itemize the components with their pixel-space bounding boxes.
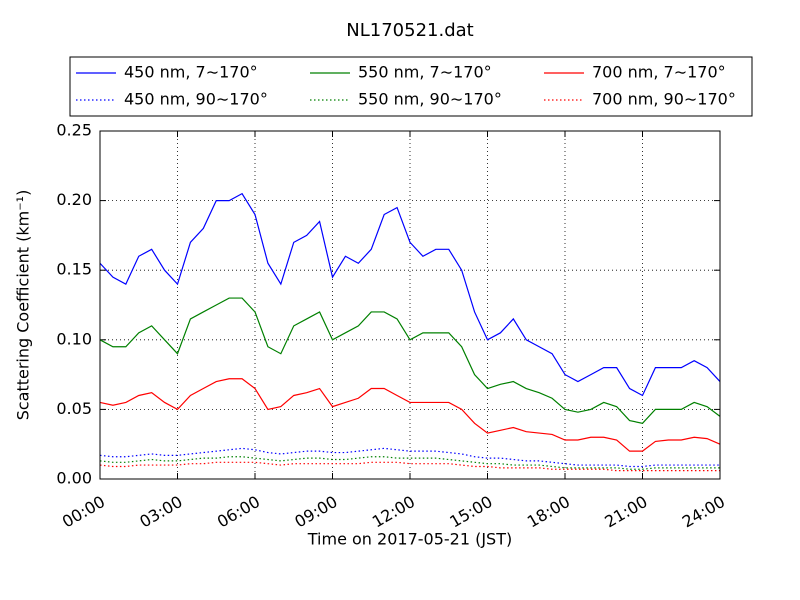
y-tick-label: 0.05 <box>56 399 92 418</box>
plot-frame <box>99 130 721 480</box>
x-axis-label: Time on 2017-05-21 (JST) <box>307 530 512 549</box>
series-line <box>99 192 721 397</box>
legend-label: 700 nm, 90∼170° <box>592 90 736 109</box>
y-tick-label: 0.00 <box>56 469 92 488</box>
series-line <box>99 297 721 424</box>
legend-label: 450 nm, 7∼170° <box>124 63 258 82</box>
series-line <box>99 378 721 452</box>
legend-label: 550 nm, 7∼170° <box>358 63 492 82</box>
legend-label: 450 nm, 90∼170° <box>124 90 268 109</box>
y-axis-label: Scattering Coefficient (km⁻¹) <box>14 190 33 421</box>
y-tick-label: 0.10 <box>56 329 92 348</box>
y-tick-label: 0.15 <box>56 260 92 279</box>
legend-label: 550 nm, 90∼170° <box>358 90 502 109</box>
legend-label: 700 nm, 7∼170° <box>592 63 726 82</box>
chart-title: NL170521.dat <box>346 20 473 41</box>
y-tick-label: 0.20 <box>56 190 92 209</box>
y-tick-label: 0.25 <box>56 121 92 140</box>
legend-box <box>69 56 753 117</box>
